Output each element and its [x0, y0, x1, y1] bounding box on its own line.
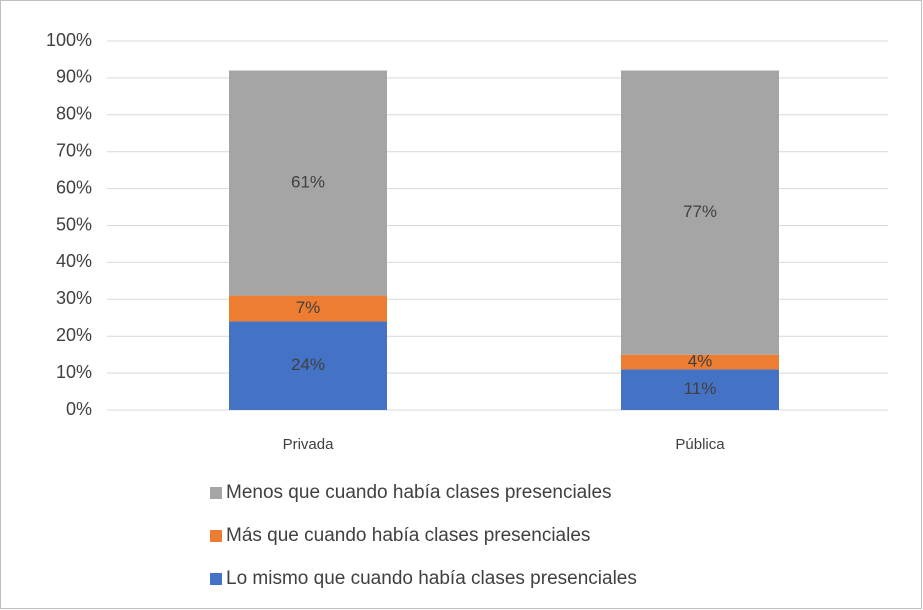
bar-segment: [621, 354, 779, 370]
legend-swatch: [210, 530, 222, 542]
y-tick-label: 40%: [56, 251, 92, 271]
data-label: 61%: [291, 173, 325, 192]
legend-label: Más que cuando había clases presenciales: [226, 525, 590, 546]
data-label: 11%: [684, 379, 717, 398]
y-tick-label: 50%: [56, 214, 92, 234]
y-tick-label: 90%: [56, 67, 92, 87]
y-tick-label: 30%: [56, 288, 92, 308]
y-tick-label: 60%: [56, 177, 92, 197]
legend-label: Lo mismo que cuando había clases presenc…: [226, 568, 637, 589]
data-label: 77%: [683, 202, 717, 221]
data-label: 7%: [296, 298, 321, 317]
y-tick-label: 70%: [56, 140, 92, 160]
bar-segment: [229, 295, 387, 322]
data-label: 4%: [688, 352, 713, 371]
legend-swatch: [210, 487, 222, 499]
y-tick-label: 10%: [56, 362, 92, 382]
y-tick-label: 80%: [56, 104, 92, 124]
legend-label: Menos que cuando había clases presencial…: [226, 482, 612, 503]
bar-segment: [621, 70, 779, 355]
bar-segment: [229, 70, 387, 296]
x-tick-label: Privada: [283, 436, 335, 453]
bar-segment: [621, 369, 779, 410]
bar-segment: [229, 321, 387, 410]
y-tick-label: 100%: [46, 30, 92, 50]
data-label: 24%: [291, 355, 325, 374]
y-tick-label: 0%: [66, 399, 92, 419]
y-tick-label: 20%: [56, 325, 92, 345]
legend-swatch: [210, 573, 222, 585]
x-tick-label: Pública: [675, 436, 725, 453]
